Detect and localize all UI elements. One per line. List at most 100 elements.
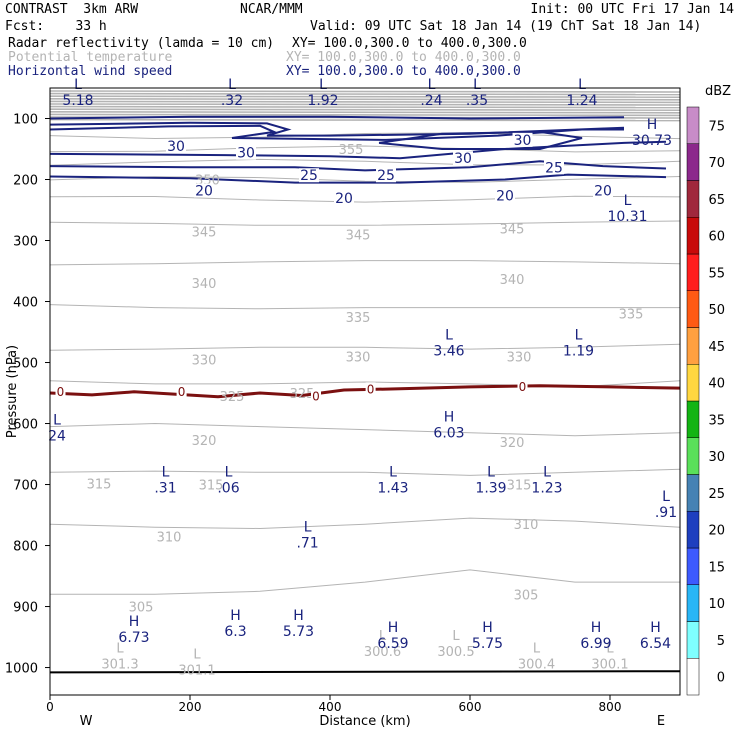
colorbar-tick-label: 25 xyxy=(708,487,725,502)
wind-label-bg xyxy=(376,168,396,183)
wind-extremum-letter: L xyxy=(428,77,436,93)
wind-extremum-value: .91 xyxy=(655,505,677,521)
forecast-hour: Fcst: 33 h xyxy=(5,19,107,34)
wind-extremum-letter: L xyxy=(578,77,586,93)
freezing-level-label: 0 xyxy=(519,380,527,394)
theta-contour-upper xyxy=(49,108,681,111)
freezing-label-bg xyxy=(176,384,187,398)
theta-extremum-value: 300.4 xyxy=(518,657,555,672)
wind-extremum-letter: L xyxy=(624,193,632,209)
wind-extremum-value: 6.73 xyxy=(118,630,149,646)
field-wind: Horizontal wind speed xyxy=(8,64,173,79)
colorbar-swatch xyxy=(686,290,700,328)
wind-contour-loop xyxy=(378,130,583,150)
theta-contour-315 xyxy=(49,468,681,476)
surface-line xyxy=(49,670,681,674)
wind-extremum-letter: H xyxy=(129,614,140,630)
wind-extremum-letter: L xyxy=(162,465,170,481)
valid-time: Valid: 09 UTC Sat 18 Jan 14 (19 ChT Sat … xyxy=(310,19,702,34)
wind-label-bg xyxy=(166,138,186,153)
wind-extremum-value: 1.43 xyxy=(377,481,408,497)
colorbar-tick-label: 0 xyxy=(717,671,725,686)
colorbar-swatch xyxy=(686,584,700,622)
x-tick-label: 800 xyxy=(599,700,622,714)
wind-extremum-value: 6.03 xyxy=(433,426,464,442)
colorbar-tick-label: 70 xyxy=(708,156,725,171)
x-end-label-east: E xyxy=(657,714,665,729)
wind-extremum-value: 6.99 xyxy=(580,636,611,652)
y-tick-label: 600 xyxy=(13,418,38,433)
theta-contour-upper xyxy=(49,90,681,93)
colorbar-swatch xyxy=(686,437,700,475)
wind-label: 25 xyxy=(545,160,563,176)
freezing-label-bg xyxy=(55,384,66,398)
theta-contour-upper xyxy=(49,98,681,101)
wind-extremum-letter: L xyxy=(575,327,583,343)
theta-label: 310 xyxy=(514,518,539,533)
wind-extremum-value: 30.73 xyxy=(632,133,672,149)
theta-contour-310 xyxy=(49,517,681,530)
y-tick-label: 400 xyxy=(13,296,38,311)
wind-contour xyxy=(49,140,667,160)
colorbar-tick-label: 20 xyxy=(708,524,725,539)
freezing-level-line xyxy=(49,384,681,399)
theta-label: 305 xyxy=(129,601,154,616)
theta-label: 330 xyxy=(192,353,217,368)
theta-contour xyxy=(49,195,681,203)
theta-contour-upper xyxy=(49,95,681,98)
freezing-level-label: 0 xyxy=(312,390,320,404)
colorbar-swatch xyxy=(686,143,700,181)
theta-label: 345 xyxy=(500,222,525,237)
wind-contour xyxy=(49,115,625,120)
theta-label: 325 xyxy=(220,390,245,405)
wind-label-bg xyxy=(453,151,473,166)
wind-label: 20 xyxy=(335,191,353,207)
theta-extremum-value: 301.3 xyxy=(101,657,138,672)
theta-contour-320 xyxy=(49,422,681,437)
y-axis-label: Pressure (hPa) xyxy=(5,345,20,438)
field-theta-xy: XY= 100.0,300.0 to 400.0,300.0 xyxy=(286,50,521,65)
y-tick-label: 900 xyxy=(13,601,38,616)
wind-extremum-letter: H xyxy=(444,410,455,426)
x-tick-label: 400 xyxy=(319,700,342,714)
theta-contour-upper xyxy=(49,92,681,96)
colorbar-swatch xyxy=(686,180,700,218)
theta-extremum-value: 300.6 xyxy=(364,645,401,660)
wind-label: 30 xyxy=(514,133,532,149)
wind-extremum-value: 1.19 xyxy=(563,343,594,359)
wind-extremum-letter: L xyxy=(543,465,551,481)
colorbar-swatch xyxy=(686,327,700,365)
theta-label: 330 xyxy=(507,350,532,365)
wind-contour xyxy=(49,160,667,172)
wind-label-bg xyxy=(194,183,214,198)
colorbar-swatch xyxy=(686,217,700,255)
y-tick-label: 100 xyxy=(13,113,38,128)
wind-extremum-value: .31 xyxy=(154,481,176,497)
wind-label: 20 xyxy=(594,183,612,199)
wind-label: 20 xyxy=(195,183,213,199)
wind-label: 30 xyxy=(454,151,472,167)
freezing-label-bg xyxy=(365,382,376,396)
theta-label: 345 xyxy=(192,225,217,240)
wind-extremum-value: 6.59 xyxy=(377,636,408,652)
x-tick-label: 0 xyxy=(46,700,54,714)
y-tick-label: 700 xyxy=(13,479,38,494)
wind-extremum-letter: L xyxy=(473,77,481,93)
wind-extremum-value: .71 xyxy=(296,535,318,551)
theta-extremum-value: 300.1 xyxy=(591,657,628,672)
colorbar-tick-label: 50 xyxy=(708,303,725,318)
wind-label: 30 xyxy=(237,146,255,162)
field-wind-xy: XY= 100.0,300.0 to 400.0,300.0 xyxy=(286,64,521,79)
theta-label: 325 xyxy=(290,387,315,402)
field-theta: Potential temperature xyxy=(8,50,173,65)
freezing-level-label: 0 xyxy=(367,382,375,396)
wind-extremum-value: 10.31 xyxy=(607,209,647,225)
x-end-label-west: W xyxy=(80,714,93,729)
colorbar-swatch xyxy=(686,658,700,696)
colorbar-swatch xyxy=(686,511,700,549)
wind-extremum-letter: H xyxy=(230,608,241,624)
wind-extremum-letter: L xyxy=(225,465,233,481)
freezing-label-bg xyxy=(517,379,528,393)
y-tick-label: 800 xyxy=(13,540,38,555)
theta-contour-upper xyxy=(49,118,681,122)
